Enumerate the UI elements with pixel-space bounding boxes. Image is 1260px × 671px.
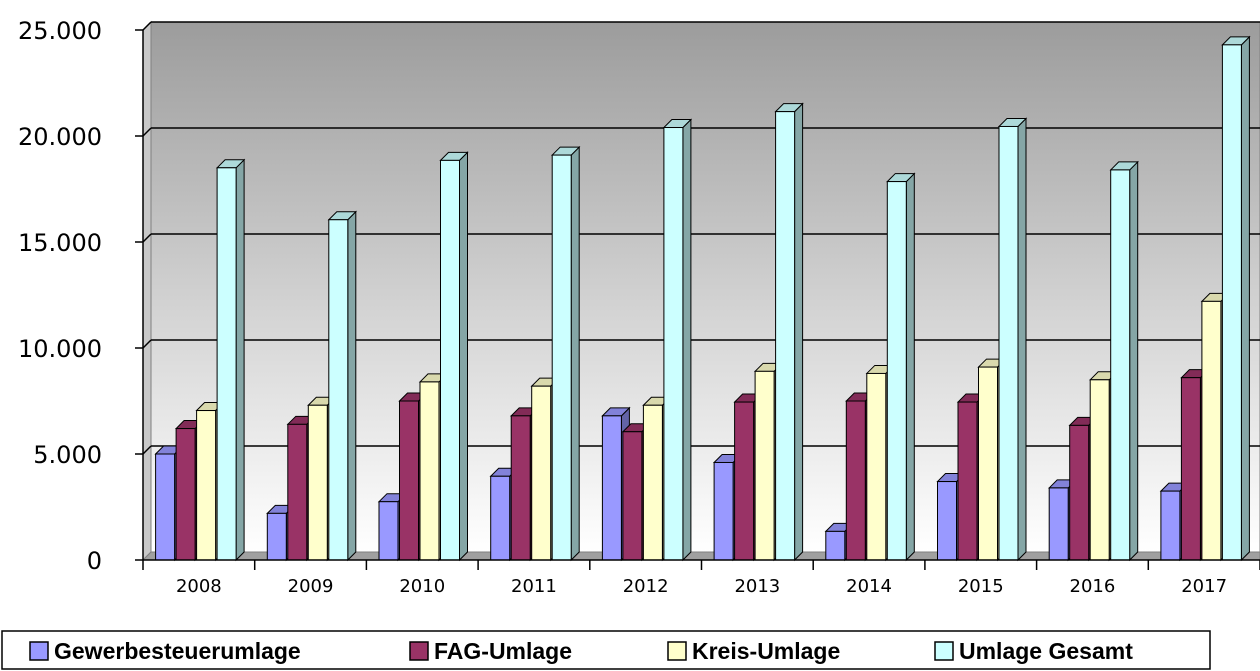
x-tick-label: 2017 xyxy=(1181,576,1227,597)
legend-entry-fag-umlage: FAG-Umlage xyxy=(409,638,572,664)
bar-umlage-gesamt-2017 xyxy=(1221,35,1251,562)
y-tick-label: 5.000 xyxy=(33,441,102,469)
bar-umlage-gesamt-2015 xyxy=(997,117,1028,562)
gridline-1 xyxy=(142,445,152,455)
legend-swatch xyxy=(29,641,49,661)
bar-front xyxy=(775,111,796,561)
legend-swatch xyxy=(934,641,954,661)
bar-side xyxy=(682,118,692,562)
y-tick-label: 0 xyxy=(87,547,102,575)
bar-umlage-gesamt-2016 xyxy=(1109,160,1139,562)
x-tick-label: 2014 xyxy=(846,576,892,597)
bar-front xyxy=(216,167,237,561)
y-tick-label: 10.000 xyxy=(18,335,102,363)
bar-front xyxy=(440,159,460,561)
legend-label: FAG-Umlage xyxy=(434,638,572,664)
bar-front xyxy=(1069,424,1090,561)
bar-front xyxy=(998,125,1019,561)
bar-side xyxy=(1129,160,1139,562)
x-tick-label: 2009 xyxy=(288,576,334,597)
bar-front xyxy=(1160,490,1181,561)
bar-front xyxy=(175,428,196,561)
bar-front xyxy=(866,372,887,561)
bar-front xyxy=(734,401,755,561)
x-tick-label: 2011 xyxy=(511,576,557,597)
bar-side xyxy=(905,172,915,562)
bar-front xyxy=(551,154,572,561)
bar-front xyxy=(1201,300,1222,561)
bar-umlage-gesamt-2011 xyxy=(550,145,581,562)
axes: 0 5.000 10.000 15.000 20.000 25.000 2008 2009 20… xyxy=(18,17,1260,597)
legend-entry-gewerbesteuerumlage: Gewerbesteuerumlage xyxy=(29,638,301,664)
gridline-2 xyxy=(142,339,152,349)
gridline-5 xyxy=(142,21,152,31)
bar-front xyxy=(1221,44,1242,561)
legend-entry-kreis-umlage: Kreis-Umlage xyxy=(667,638,840,664)
side-wall xyxy=(142,20,152,562)
legend-label: Kreis-Umlage xyxy=(692,638,840,664)
bar-front xyxy=(845,400,866,561)
bar-front xyxy=(886,181,907,561)
bar-side xyxy=(1017,117,1027,562)
legend: Gewerbesteuerumlage FAG-Umlage Kreis-Umlag… xyxy=(1,630,1211,670)
bar-side xyxy=(570,145,580,562)
bar-side xyxy=(794,102,804,562)
bar-front xyxy=(419,381,440,561)
bar-front xyxy=(328,219,349,561)
gridline-3 xyxy=(142,233,152,243)
bar-front xyxy=(957,401,978,561)
bar-front xyxy=(642,404,663,561)
bar-front xyxy=(287,423,308,561)
bar-umlage-gesamt-2013 xyxy=(774,102,804,562)
bar-front xyxy=(490,475,511,561)
legend-entry-umlage-gesamt: Umlage Gesamt xyxy=(934,638,1133,664)
bar-front xyxy=(378,501,399,561)
bar-umlage-gesamt-2012 xyxy=(662,118,693,562)
bar-front xyxy=(663,127,684,561)
bar-umlage-gesamt-2014 xyxy=(886,172,916,562)
x-tick-label: 2015 xyxy=(958,576,1004,597)
bar-side xyxy=(347,210,357,562)
bar-front xyxy=(155,453,176,561)
bar-front xyxy=(1180,377,1201,561)
bar-front xyxy=(825,530,846,561)
x-tick-label: 2016 xyxy=(1070,576,1116,597)
bar-umlage-gesamt-2008 xyxy=(215,158,246,562)
x-tick-label: 2013 xyxy=(734,576,780,597)
bar-front xyxy=(1048,487,1069,561)
legend-box xyxy=(1,630,1211,670)
bar-side xyxy=(235,158,245,562)
bar-front xyxy=(937,481,957,561)
bar-front xyxy=(399,400,419,561)
bar-front xyxy=(531,385,552,561)
legend-swatch xyxy=(409,641,429,661)
bar-front xyxy=(1110,169,1131,561)
gridline-4 xyxy=(142,127,152,137)
x-tick-label: 2012 xyxy=(623,576,669,597)
bar-umlage-gesamt-2009 xyxy=(327,210,358,562)
legend-swatch xyxy=(667,641,687,661)
bars xyxy=(154,35,1251,562)
legend-label: Umlage Gesamt xyxy=(959,638,1133,664)
bar-front xyxy=(1089,379,1110,561)
bar-front xyxy=(510,415,531,561)
y-tick-label: 25.000 xyxy=(18,17,102,45)
bar-side xyxy=(1240,35,1250,562)
x-tick-label: 2008 xyxy=(176,576,222,597)
y-tick-label: 15.000 xyxy=(18,229,102,257)
bar-front xyxy=(978,366,998,561)
bar-front xyxy=(196,410,217,561)
bar-front xyxy=(601,415,622,561)
legend-label: Gewerbesteuerumlage xyxy=(54,638,301,664)
bar-side xyxy=(459,151,468,562)
bar-front xyxy=(622,431,643,561)
x-tick-label: 2010 xyxy=(399,576,445,597)
bar-umlage-gesamt-2010 xyxy=(439,151,469,562)
bar-front xyxy=(713,461,734,561)
bar-front xyxy=(754,370,775,561)
bar-front xyxy=(307,404,328,561)
bar-front xyxy=(266,512,287,561)
y-tick-label: 20.000 xyxy=(18,123,102,151)
